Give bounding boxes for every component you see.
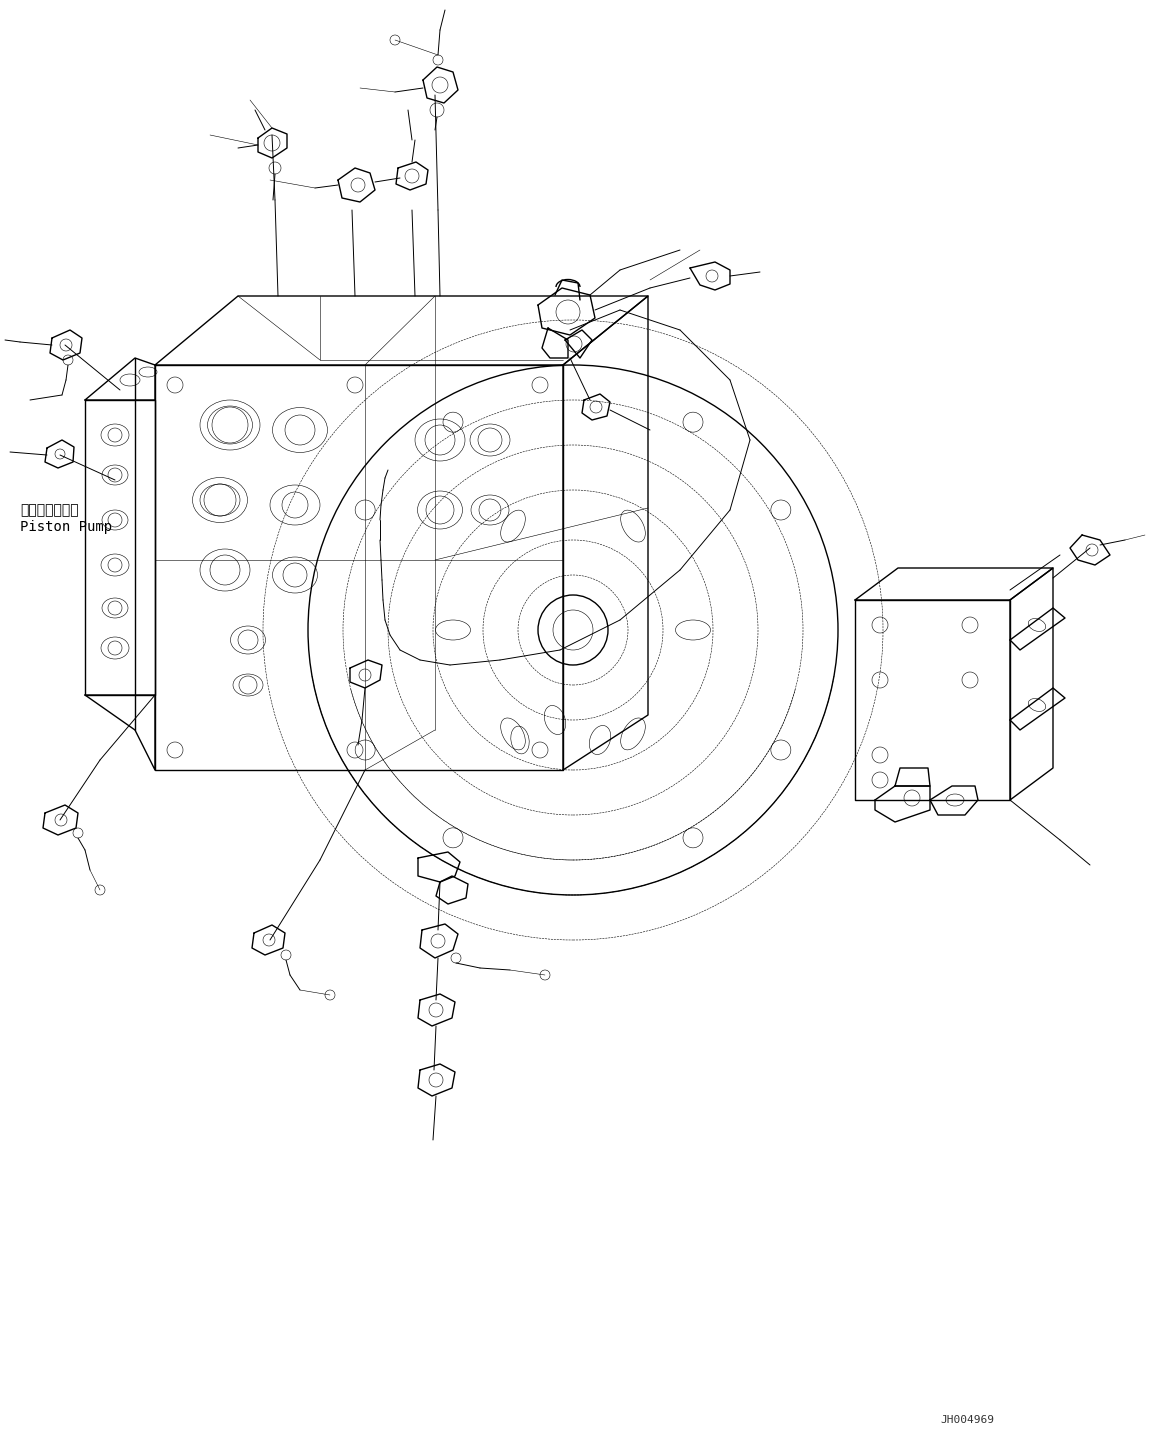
Text: Piston Pump: Piston Pump: [20, 521, 112, 533]
Text: JH004969: JH004969: [940, 1415, 994, 1425]
Text: ピストンポンプ: ピストンポンプ: [20, 503, 79, 518]
